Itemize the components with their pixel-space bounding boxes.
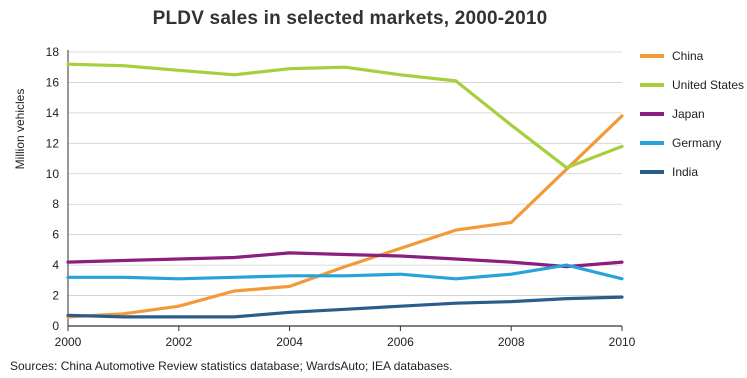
legend-label: China	[672, 49, 704, 63]
series-line-united-states	[66, 62, 624, 170]
y-tick-label: 0	[52, 319, 59, 333]
y-tick-label: 6	[52, 228, 59, 242]
y-tick-label: 12	[46, 136, 60, 150]
axes: 0 2 4 6 8 10 12 14 16 18 2000 2002 2004 2006 2008 2010 M…	[13, 45, 636, 349]
x-tick-label: 2004	[276, 335, 303, 349]
y-tick-label: 8	[52, 197, 59, 211]
gridlines	[68, 51, 622, 327]
y-tick-label: 2	[52, 289, 59, 303]
y-axis-label: Million vehicles	[13, 89, 27, 170]
x-tick-label: 2002	[165, 335, 192, 349]
y-tick-label: 18	[46, 45, 60, 59]
y-tick-label: 10	[46, 167, 60, 181]
x-tick-label: 2000	[55, 335, 82, 349]
series-line-germany	[66, 263, 624, 281]
legend: China United States Japan Germany India	[640, 49, 744, 179]
series-lines	[66, 62, 624, 319]
x-tick-label: 2010	[609, 335, 636, 349]
source-note: Sources: China Automotive Review statist…	[10, 359, 453, 373]
series-line-japan	[66, 251, 624, 269]
series-line-india	[66, 295, 624, 319]
x-tick-label: 2008	[498, 335, 525, 349]
chart-title: PLDV sales in selected markets, 2000-201…	[152, 8, 548, 29]
legend-label: United States	[672, 78, 744, 92]
y-tick-label: 14	[46, 106, 60, 120]
y-tick-label: 16	[46, 75, 60, 89]
series-line-china	[66, 114, 624, 319]
legend-label: Japan	[672, 107, 705, 121]
legend-label: India	[672, 165, 698, 179]
y-tick-label: 4	[52, 258, 59, 272]
legend-label: Germany	[672, 136, 721, 150]
x-tick-label: 2006	[387, 335, 414, 349]
